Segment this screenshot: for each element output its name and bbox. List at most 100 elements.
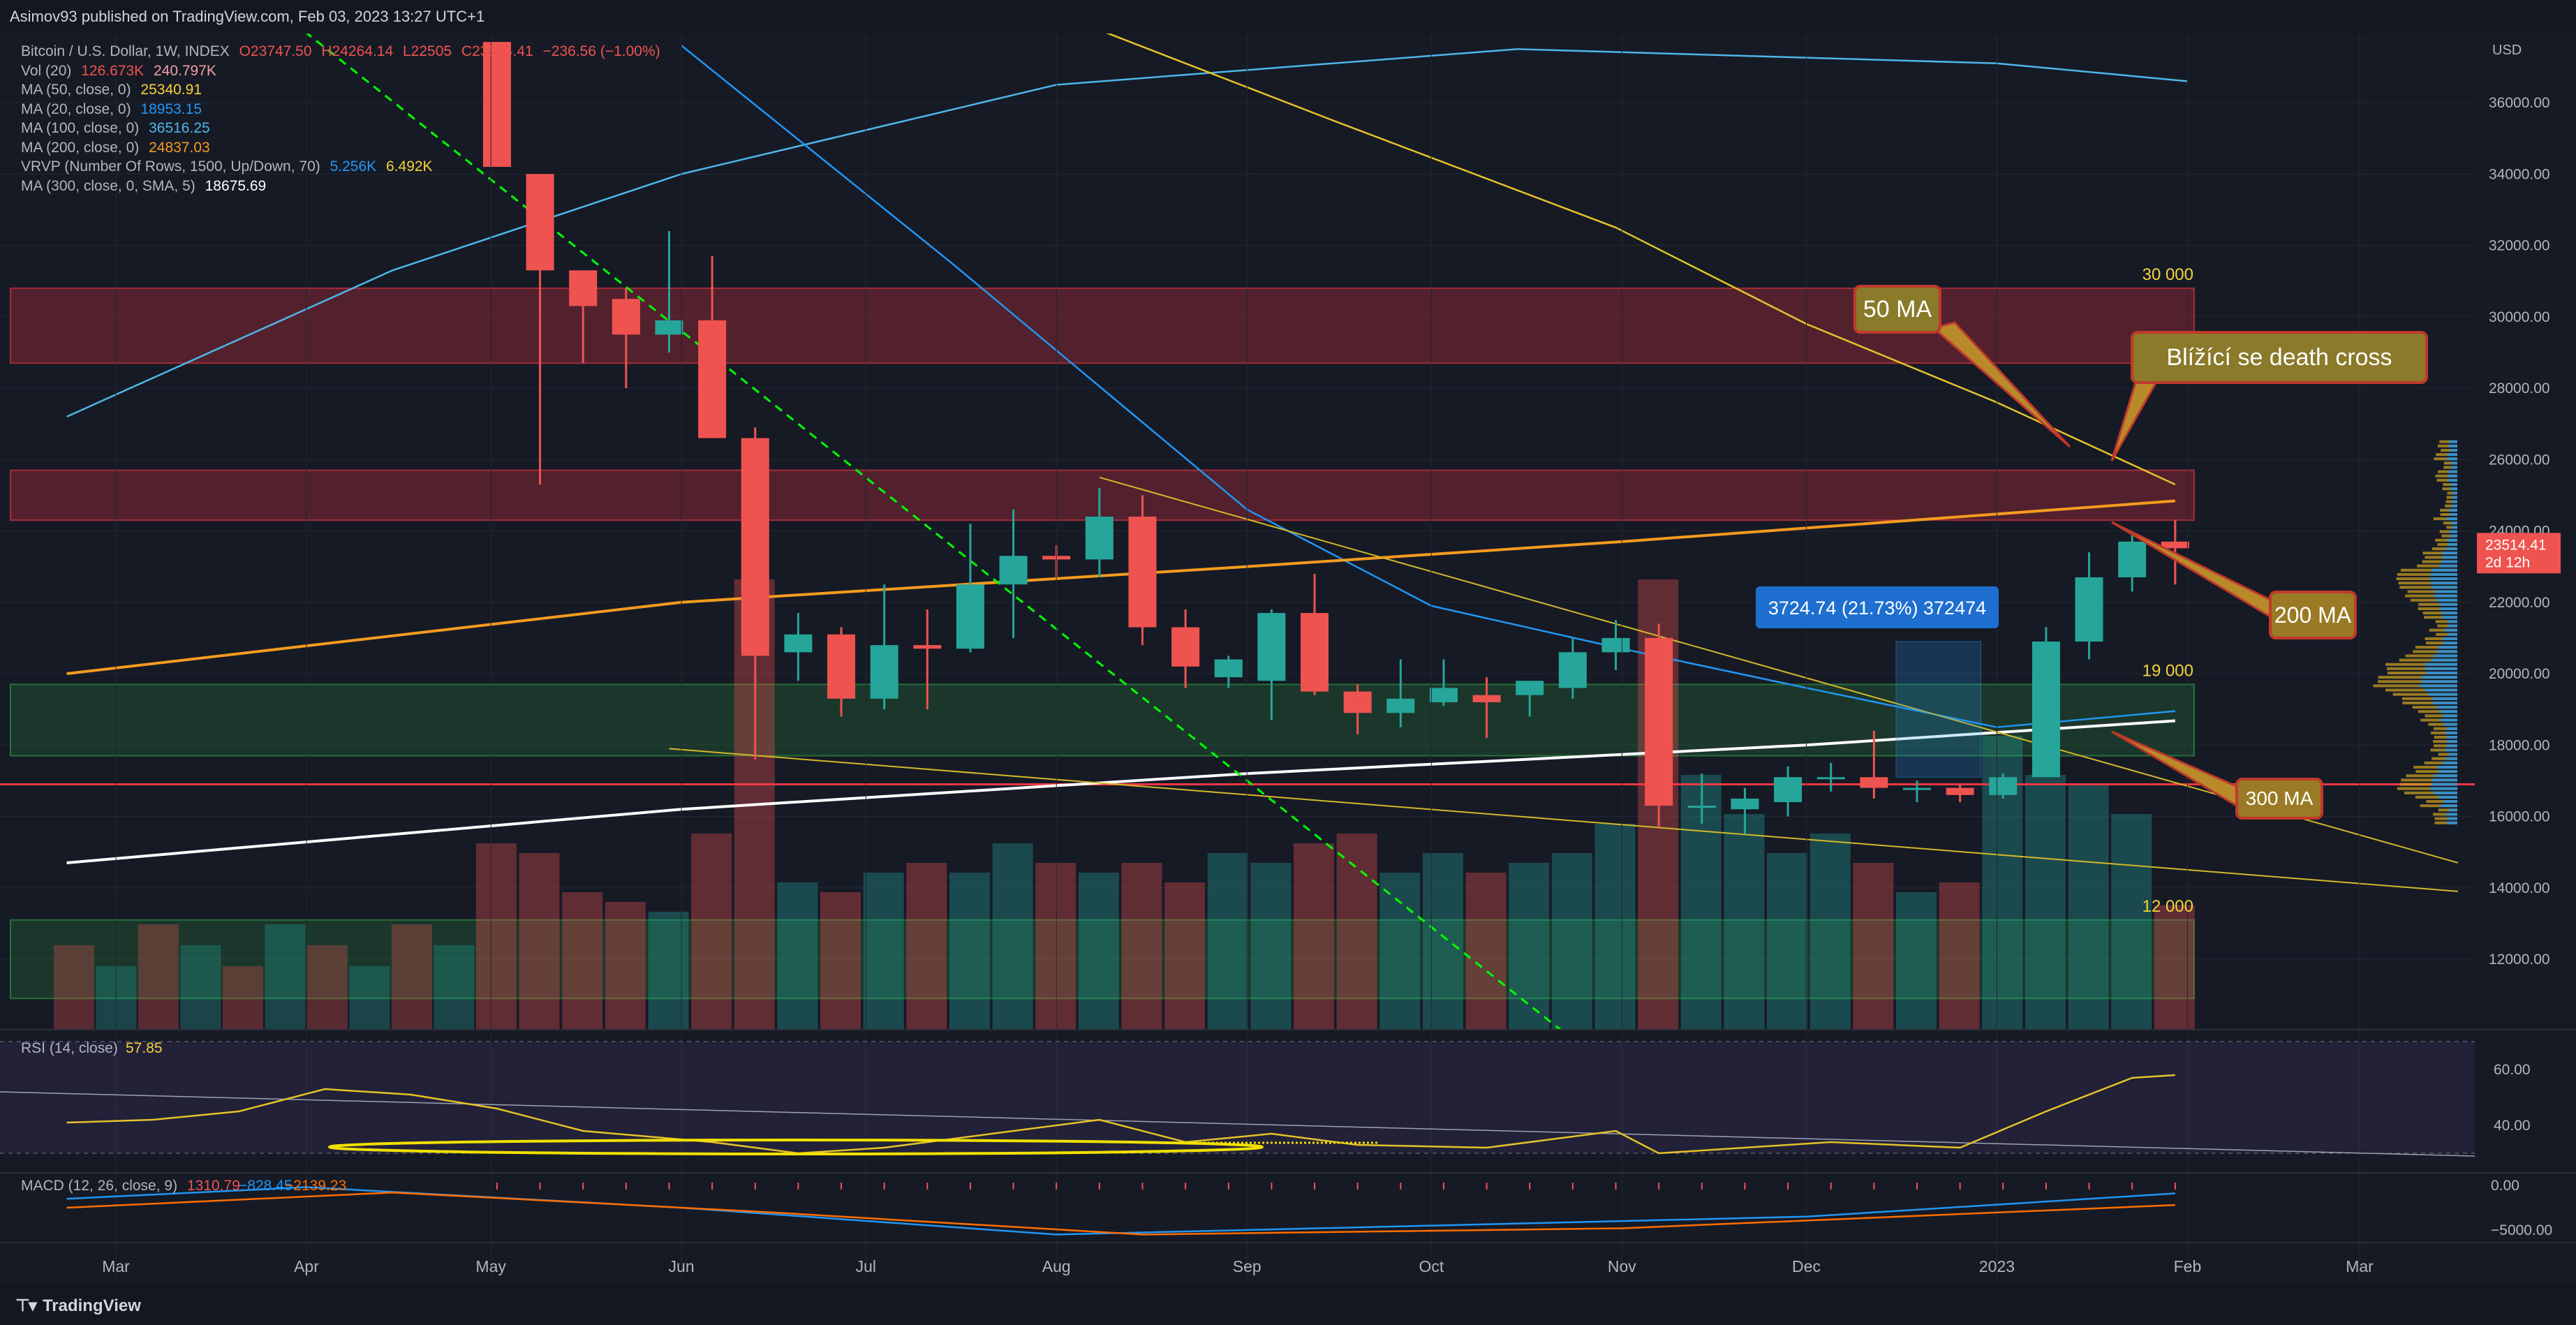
volume-bar bbox=[1552, 853, 1592, 1029]
candle-down bbox=[827, 635, 855, 699]
volume-bar bbox=[265, 924, 305, 1029]
candle-down bbox=[1171, 628, 1199, 667]
volume-profile-bar bbox=[2432, 697, 2457, 700]
volume-profile-bar bbox=[2440, 710, 2457, 713]
legend-vol-label: Vol (20) bbox=[21, 63, 71, 79]
volume-bar bbox=[1595, 824, 1636, 1029]
candle-down bbox=[698, 320, 726, 438]
annotation-50ma[interactable]: 50 MA bbox=[1853, 285, 1941, 334]
candle-down bbox=[612, 299, 640, 334]
volume-bar bbox=[1208, 853, 1248, 1029]
volume-profile-bar bbox=[2438, 646, 2457, 649]
volume-profile-bar bbox=[2448, 453, 2457, 456]
volume-profile-bar bbox=[2430, 787, 2457, 790]
candle-up bbox=[1989, 777, 2017, 795]
volume-profile-bar bbox=[2446, 547, 2457, 550]
annotation-death-cross-pointer bbox=[2112, 380, 2157, 461]
candle-up bbox=[956, 584, 984, 649]
legend-ma20-row[interactable]: MA (20, close, 0) 18953.15 bbox=[21, 100, 660, 119]
volume-profile-bar bbox=[2428, 693, 2457, 696]
volume-profile-bar bbox=[2451, 521, 2457, 524]
rsi-value: 57.85 bbox=[126, 1040, 163, 1056]
volume-profile-bar bbox=[2446, 740, 2457, 743]
volume-bar bbox=[519, 853, 560, 1029]
volume-bar bbox=[648, 912, 688, 1029]
legend-ma100-row[interactable]: MA (100, close, 0) 36516.25 bbox=[21, 119, 660, 138]
candle-up bbox=[1257, 613, 1285, 681]
volume-profile-bar bbox=[2443, 556, 2457, 558]
volume-profile-bar bbox=[2444, 723, 2457, 726]
time-tick-label: May bbox=[475, 1257, 506, 1275]
tradingview-logo[interactable]: ⊤▾ TradingView bbox=[15, 1296, 141, 1316]
legend-ma100-label: MA (100, close, 0) bbox=[21, 120, 139, 136]
volume-profile-bar bbox=[2448, 543, 2457, 546]
volume-profile-bar bbox=[2434, 774, 2457, 777]
legend-ma50-row[interactable]: MA (50, close, 0) 25340.91 bbox=[21, 80, 660, 100]
candle-up bbox=[1000, 556, 1028, 584]
volume-profile-bar bbox=[2447, 744, 2457, 747]
volume-bar bbox=[307, 945, 348, 1029]
price-tick-label: 26000.00 bbox=[2489, 452, 2550, 468]
candle-down bbox=[1860, 777, 1888, 787]
volume-profile-bar bbox=[2448, 479, 2457, 482]
volume-profile-bar bbox=[2450, 487, 2457, 490]
annotation-300ma[interactable]: 300 MA bbox=[2235, 778, 2323, 820]
volume-bar bbox=[691, 834, 732, 1029]
annotation-death-cross[interactable]: Blížící se death cross bbox=[2131, 331, 2428, 384]
candle-down bbox=[913, 645, 941, 649]
volume-profile-bar bbox=[2443, 762, 2457, 764]
volume-profile-bar bbox=[2443, 800, 2457, 803]
legend-symbol-row[interactable]: Bitcoin / U.S. Dollar, 1W, INDEX O23747.… bbox=[21, 42, 660, 61]
volume-profile-bar bbox=[2449, 753, 2457, 756]
time-tick-label: Mar bbox=[2346, 1257, 2374, 1275]
volume-bar bbox=[1853, 863, 1893, 1029]
candle-up bbox=[1386, 699, 1414, 713]
volume-bar bbox=[1122, 863, 1162, 1029]
volume-bar bbox=[777, 882, 817, 1029]
annotation-200ma[interactable]: 200 MA bbox=[2269, 591, 2357, 639]
volume-profile-bar bbox=[2450, 535, 2457, 538]
measure-box bbox=[1896, 642, 1981, 777]
volume-profile-bar bbox=[2450, 449, 2457, 452]
volume-profile-bar bbox=[2452, 501, 2457, 503]
volume-profile-bar bbox=[2437, 706, 2457, 709]
volume-profile-bar bbox=[2434, 792, 2457, 794]
volume-profile-bar bbox=[2442, 616, 2457, 619]
volume-bar bbox=[1250, 863, 1291, 1029]
footer-bar bbox=[0, 1283, 2576, 1325]
volume-bar bbox=[906, 863, 947, 1029]
legend-vrvp-row[interactable]: VRVP (Number Of Rows, 1500, Up/Down, 70)… bbox=[21, 157, 660, 177]
publisher-text: Asimov93 published on TradingView.com, F… bbox=[10, 8, 484, 26]
macd-tick-label: −5000.00 bbox=[2491, 1222, 2552, 1238]
legend-ma50-value: 25340.91 bbox=[140, 82, 202, 98]
candle-down bbox=[569, 270, 597, 306]
last-price-countdown: 2d 12h bbox=[2485, 554, 2530, 570]
candle-up bbox=[1086, 517, 1113, 559]
volume-bar bbox=[1810, 834, 1851, 1029]
volume-profile-bar bbox=[2443, 714, 2457, 717]
volume-profile-bar bbox=[2420, 684, 2457, 687]
volume-profile-bar bbox=[2441, 560, 2457, 563]
volume-profile-bar bbox=[2450, 531, 2457, 533]
volume-bar bbox=[1896, 892, 1937, 1029]
legend-ma200-row[interactable]: MA (200, close, 0) 24837.03 bbox=[21, 138, 660, 158]
volume-profile-bar bbox=[2447, 517, 2457, 520]
volume-profile-bar bbox=[2448, 539, 2457, 542]
legend-ma200-value: 24837.03 bbox=[149, 140, 210, 156]
zone-label: 19 000 bbox=[2142, 661, 2193, 680]
volume-bar bbox=[1294, 843, 1334, 1029]
price-tick-label: 16000.00 bbox=[2489, 809, 2550, 825]
volume-profile-bar bbox=[2449, 441, 2457, 443]
volume-profile-bar bbox=[2438, 796, 2457, 799]
candle-up bbox=[2075, 577, 2103, 642]
zone-label: 12 000 bbox=[2142, 897, 2193, 916]
candle-up bbox=[1215, 660, 1243, 678]
legend-vol-row[interactable]: Vol (20) 126.673K 240.797K bbox=[21, 61, 660, 81]
volume-bar bbox=[2068, 785, 2109, 1029]
legend-ma300-row[interactable]: MA (300, close, 0, SMA, 5) 18675.69 bbox=[21, 177, 660, 196]
volume-bar bbox=[820, 892, 861, 1029]
volume-profile-bar bbox=[2448, 445, 2457, 447]
candle-down bbox=[1946, 788, 1974, 795]
volume-profile-bar bbox=[2445, 629, 2457, 632]
